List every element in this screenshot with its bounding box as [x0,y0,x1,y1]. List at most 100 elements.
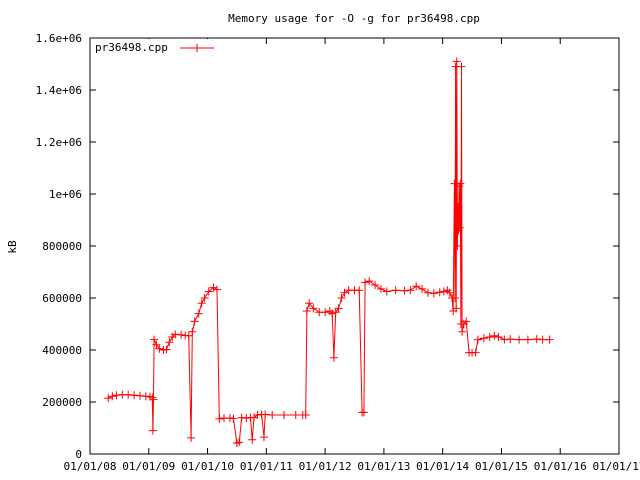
data-point [212,285,221,294]
data-point [545,335,554,344]
data-point [104,394,113,403]
data-point [455,223,464,232]
data-point [506,335,515,344]
x-tick-label: 01/01/14 [416,460,469,473]
data-point [523,335,532,344]
data-point [309,304,318,313]
data-point [197,299,206,308]
data-point [148,426,157,435]
data-point [321,308,330,317]
legend: pr36498.cpp [91,39,219,57]
data-point [187,433,196,442]
x-tick-label: 01/01/11 [240,460,293,473]
data-point [391,286,400,295]
data-point [337,294,346,302]
data-point [209,283,218,292]
data-point [305,299,314,308]
data-point [329,353,338,362]
data-point [439,287,448,296]
data-point [473,335,482,344]
legend-marker [193,44,201,52]
x-tick-label: 01/01/13 [357,460,410,473]
data-point [237,413,246,422]
data-point [494,333,503,341]
y-tick-label: 600000 [42,292,82,305]
data-point [458,327,467,336]
data-point [423,288,432,297]
data-point [229,414,238,423]
data-point [532,335,541,344]
data-point [429,289,438,298]
data-point [148,393,157,402]
data-point [452,57,461,66]
x-tick-label: 01/01/16 [534,460,587,473]
data-point [194,309,203,318]
data-point [190,317,199,326]
y-axis-label: kB [6,240,19,254]
data-point [457,62,466,71]
y-axis-ticks: 0 200000 400000 600000 800000 1e+06 1.2e+06 1.4… [36,32,619,461]
data-point [406,286,415,295]
data-point [135,391,144,400]
x-axis-ticks: 01/01/08 01/01/09 01/01/10 01/01/11 01/01/12… [64,38,640,473]
data-point [376,284,385,293]
y-tick-label: 0 [75,448,82,461]
data-point [462,317,471,326]
data-point [261,410,270,419]
data-point [279,411,288,419]
data-point [355,286,364,295]
data-point [490,331,499,340]
data-point [435,288,444,297]
data-point [301,411,310,419]
x-tick-label: 01/01/10 [181,460,234,473]
data-point [334,304,343,313]
data-point [200,294,209,302]
x-tick-label: 01/01/17 [593,460,640,473]
data-point [141,392,150,401]
data-point [225,414,234,423]
data-point [253,411,262,419]
y-tick-label: 1.4e+06 [36,84,82,97]
data-point [452,304,461,313]
data-point [235,438,244,447]
data-point [400,286,409,295]
data-point [188,327,197,336]
x-tick-label: 01/01/15 [475,460,528,473]
y-tick-label: 1.6e+06 [36,32,82,45]
data-point [268,411,277,419]
x-tick-label: 01/01/09 [122,460,175,473]
data-point [162,345,171,354]
data-point [302,307,311,315]
y-tick-label: 1e+06 [49,188,82,201]
x-tick-label: 01/01/12 [299,460,352,473]
data-point [155,344,164,353]
y-tick-label: 200000 [42,396,82,409]
data-point [451,294,460,302]
data-point [538,335,547,344]
y-tick-label: 1.2e+06 [36,136,82,149]
data-point [112,391,121,400]
data-point [130,391,139,400]
data-point [453,242,462,250]
data-point [177,330,186,339]
data-point [412,282,421,291]
x-tick-label: 01/01/08 [64,460,117,473]
data-point [471,348,480,357]
plot-frame [89,37,620,455]
series-line [107,61,550,444]
legend-box [91,39,219,57]
data-point [485,333,494,341]
y-tick-label: 400000 [42,344,82,357]
data-point [215,414,224,423]
data-point [500,335,509,344]
data-point [479,334,488,343]
data-point [149,395,158,404]
data-point [165,338,174,347]
data-point [171,330,180,339]
data-point [242,414,251,423]
data-point [359,408,368,417]
data-point [456,179,465,188]
legend-label: pr36498.cpp [95,41,168,54]
data-point [108,392,117,401]
